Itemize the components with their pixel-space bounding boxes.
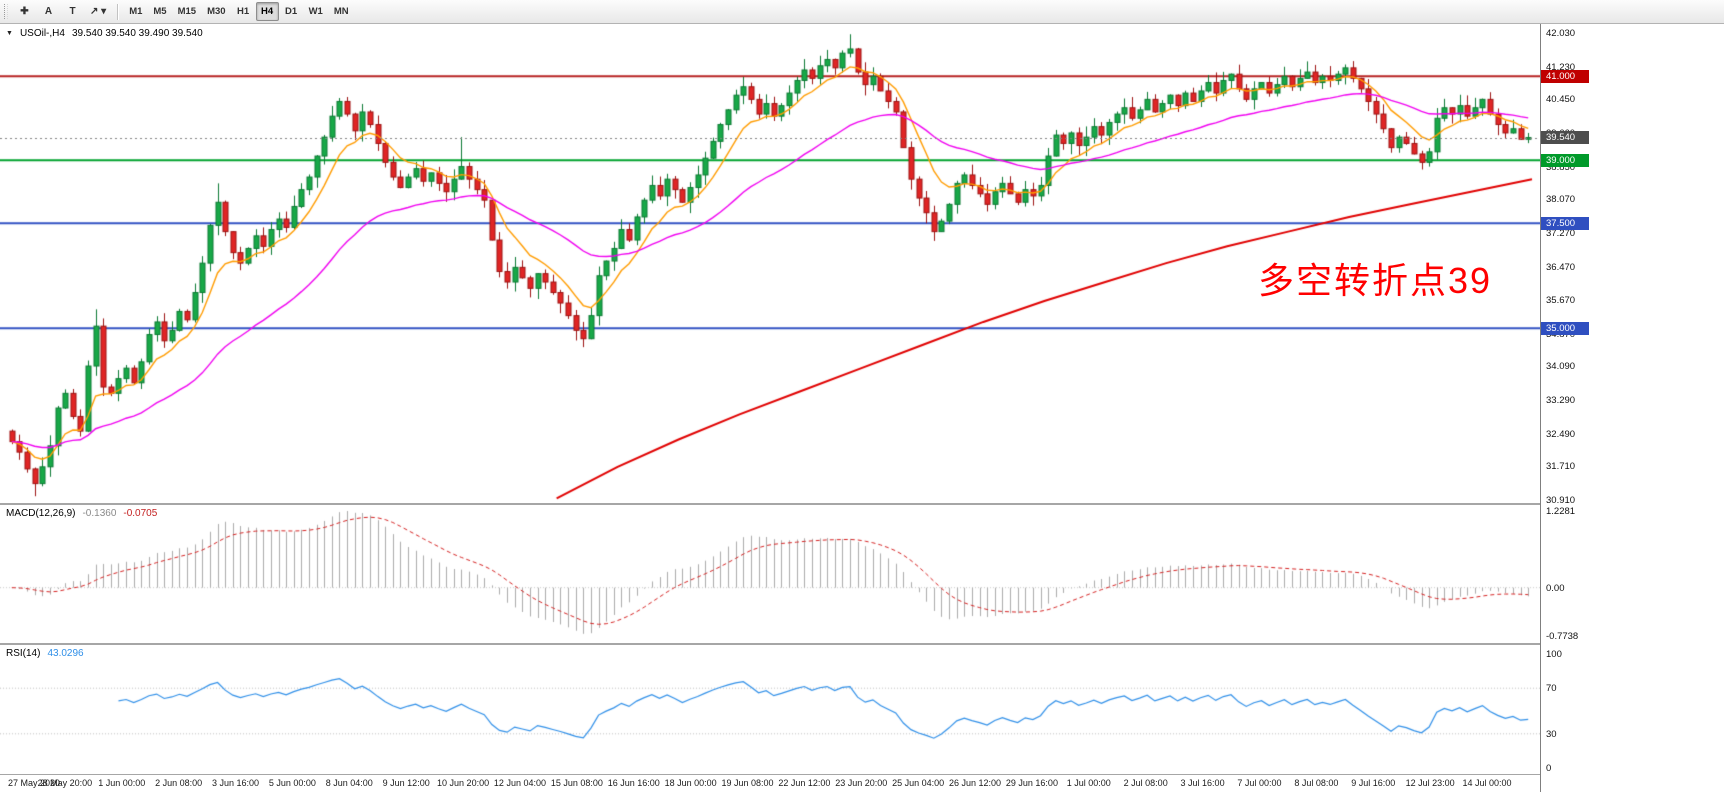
tool-text-annotation-button[interactable]: A (37, 2, 60, 21)
rsi-title: RSI(14) 43.0296 (6, 648, 84, 659)
time-axis-label: 10 Jun 20:00 (437, 778, 490, 788)
tool-crosshair-button[interactable]: ✚ (13, 2, 36, 21)
chart-ohlc-values: 39.540 39.540 39.490 39.540 (71, 28, 203, 39)
time-axis-label: 12 Jun 04:00 (493, 778, 546, 788)
price-tick-label: 31.710 (1546, 461, 1576, 473)
time-axis-label: 14 Jul 00:00 (1462, 778, 1512, 788)
price-tick-label: 32.490 (1546, 428, 1576, 440)
rsi-tick-label: 70 (1546, 683, 1557, 695)
price-tick-label: 38.070 (1546, 194, 1576, 206)
rsi-tick-label: 0 (1546, 763, 1552, 774)
price-tick-label: 30.910 (1546, 495, 1576, 506)
tool-text-label-button[interactable]: T (61, 2, 84, 21)
rsi-label: RSI(14) (6, 648, 41, 659)
time-axis-label: 22 Jun 12:00 (778, 778, 831, 788)
timeframe-m1-button[interactable]: M1 (124, 2, 147, 21)
macd-signal-value: -0.0705 (123, 508, 158, 519)
time-axis-label: 16 Jun 16:00 (607, 778, 660, 788)
time-axis-label: 1 Jul 00:00 (1066, 778, 1111, 788)
price-level-flag: 37.500 (1541, 216, 1589, 230)
time-axis-label: 18 Jun 00:00 (664, 778, 717, 788)
price-tick-label: 38.850 (1546, 161, 1576, 173)
axis-separator (0, 774, 1724, 775)
time-axis-label: 9 Jul 16:00 (1351, 778, 1396, 788)
rsi-panel-canvas[interactable] (0, 645, 1540, 774)
toolbar-grip[interactable] (4, 4, 8, 19)
timeframe-w1-button[interactable]: W1 (304, 2, 328, 21)
macd-tick-label: -0.7738 (1546, 631, 1579, 642)
chart-annotation-text[interactable]: 多空转折点39 (1258, 260, 1493, 301)
timeframe-m30-button[interactable]: M30 (202, 2, 230, 21)
chart-title: ▼ USOil-,H4 39.540 39.540 39.490 39.540 (6, 28, 203, 39)
macd-tick-label: 0.00 (1546, 582, 1565, 594)
price-tick-label: 42.030 (1546, 28, 1576, 39)
time-axis-label: 1 Jun 00:00 (98, 778, 146, 788)
timeframe-m5-button[interactable]: M5 (148, 2, 171, 21)
time-axis-label: 12 Jul 23:00 (1405, 778, 1455, 788)
macd-label: MACD(12,26,9) (6, 508, 76, 519)
toolbar-separator (117, 3, 119, 20)
macd-tick-label: 1.2281 (1546, 506, 1576, 517)
time-axis-label: 9 Jun 12:00 (382, 778, 430, 788)
macd-title: MACD(12,26,9) -0.1360 -0.0705 (6, 508, 157, 519)
time-axis-label: 2 Jun 08:00 (155, 778, 203, 788)
price-axis[interactable]: 42.03041.23040.45039.66038.85038.07037.2… (1540, 24, 1724, 792)
timeframe-m15-button[interactable]: M15 (173, 2, 201, 21)
time-axis-label: 7 Jul 00:00 (1237, 778, 1282, 788)
current-price-flag: 39.540 (1541, 131, 1589, 145)
timeframe-d1-button[interactable]: D1 (280, 2, 303, 21)
time-axis-label: 25 Jun 04:00 (892, 778, 945, 788)
price-tick-label: 33.290 (1546, 395, 1576, 407)
time-axis-label: 15 Jun 08:00 (550, 778, 603, 788)
price-chart-canvas[interactable] (0, 24, 1540, 503)
time-axis-label: 19 Jun 08:00 (721, 778, 774, 788)
line-tools-group: ✚ A T ↗ ▾ (13, 2, 111, 21)
time-axis-label: 8 Jun 04:00 (325, 778, 373, 788)
rsi-value: 43.0296 (47, 648, 84, 659)
time-axis-label: 3 Jun 16:00 (212, 778, 260, 788)
tool-arrow-objects-button[interactable]: ↗ ▾ (85, 2, 111, 21)
price-level-flag: 39.000 (1541, 153, 1589, 167)
time-axis-label: 28 May 20:00 (37, 778, 93, 788)
panel-separator[interactable] (0, 503, 1724, 505)
rsi-tick-label: 30 (1546, 728, 1557, 740)
price-level-flag: 41.000 (1541, 69, 1589, 83)
price-tick-label: 37.270 (1546, 227, 1576, 239)
time-axis-label: 23 Jun 20:00 (835, 778, 888, 788)
time-axis-label: 29 Jun 16:00 (1005, 778, 1058, 788)
time-axis-label: 5 Jun 00:00 (268, 778, 316, 788)
chart-area: ▼ USOil-,H4 39.540 39.540 39.490 39.540 … (0, 24, 1540, 792)
price-tick-label: 36.470 (1546, 261, 1576, 273)
price-level-flag: 35.000 (1541, 321, 1589, 335)
time-axis-label: 3 Jul 16:00 (1180, 778, 1225, 788)
price-tick-label: 35.670 (1546, 295, 1576, 307)
price-tick-label: 34.090 (1546, 361, 1576, 373)
time-axis-label: 2 Jul 08:00 (1123, 778, 1168, 788)
chart-collapse-icon[interactable]: ▼ (6, 30, 13, 37)
chart-symbol-timeframe: USOil-,H4 (19, 28, 65, 39)
timeframe-mn-button[interactable]: MN (329, 2, 354, 21)
macd-panel-canvas[interactable] (0, 505, 1540, 643)
time-axis-label: 26 Jun 12:00 (949, 778, 1002, 788)
rsi-tick-label: 100 (1546, 649, 1562, 660)
time-axis[interactable]: 27 May 2020 28 May 20:00 1 Jun 00:00 2 Jun … (0, 775, 1540, 792)
timeframe-h4-button[interactable]: H4 (255, 2, 279, 21)
main-toolbar: ✚ A T ↗ ▾ M1 M5 M15 M30 H1 H4 D1 W1 MN (0, 0, 1724, 24)
price-tick-label: 40.450 (1546, 94, 1576, 106)
timeframe-group: M1 M5 M15 M30 H1 H4 D1 W1 MN (124, 2, 353, 21)
price-tick-label: 41.230 (1546, 61, 1576, 73)
timeframe-h1-button[interactable]: H1 (232, 2, 255, 21)
time-axis-label: 8 Jul 08:00 (1294, 778, 1339, 788)
macd-main-value: -0.1360 (82, 508, 117, 519)
time-axis-label: 27 May 2020 (8, 778, 61, 788)
panel-separator[interactable] (0, 643, 1724, 645)
